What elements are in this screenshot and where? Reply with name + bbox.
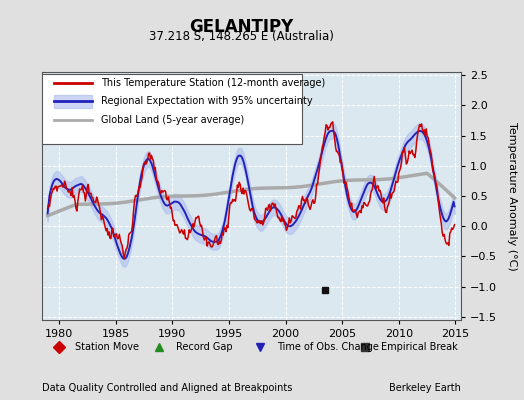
Text: Global Land (5-year average): Global Land (5-year average) [101,114,244,124]
Text: 37.218 S, 148.265 E (Australia): 37.218 S, 148.265 E (Australia) [149,30,333,43]
Y-axis label: Temperature Anomaly (°C): Temperature Anomaly (°C) [507,122,517,270]
Text: Empirical Break: Empirical Break [381,342,458,352]
Text: GELANTIPY: GELANTIPY [189,18,293,36]
Text: Time of Obs. Change: Time of Obs. Change [277,342,378,352]
Text: Record Gap: Record Gap [176,342,233,352]
Text: This Temperature Station (12-month average): This Temperature Station (12-month avera… [101,78,325,88]
Text: Data Quality Controlled and Aligned at Breakpoints: Data Quality Controlled and Aligned at B… [42,383,292,393]
Text: Berkeley Earth: Berkeley Earth [389,383,461,393]
Text: Regional Expectation with 95% uncertainty: Regional Expectation with 95% uncertaint… [101,96,312,106]
Text: Station Move: Station Move [75,342,139,352]
FancyBboxPatch shape [42,74,302,144]
